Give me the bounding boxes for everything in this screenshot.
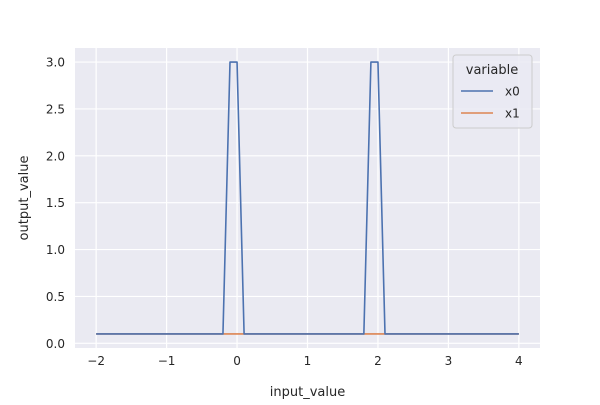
x-tick-label: −2: [87, 354, 105, 368]
legend-label-x0: x0: [505, 85, 520, 99]
legend-label-x1: x1: [505, 107, 520, 121]
x-tick-label: 1: [304, 354, 312, 368]
y-tick-label: 0.0: [46, 337, 65, 351]
x-tick-label: 2: [374, 354, 382, 368]
series-line-x0: [96, 61, 519, 335]
grid: [75, 48, 540, 348]
x-tick-label: −1: [158, 354, 176, 368]
y-tick-label: 3.0: [46, 56, 65, 70]
legend-items: x0 x1: [461, 85, 520, 121]
y-axis-label: output_value: [17, 156, 32, 241]
y-tick-label: 1.0: [46, 243, 65, 257]
legend-title: variable: [466, 63, 518, 78]
y-tick-label: 2.0: [46, 149, 65, 163]
y-tick-label: 0.5: [46, 290, 65, 304]
legend: variable x0 x1: [452, 54, 533, 129]
tick-labels: −2 −1 0 1 2 3 4 0.0 0.5 1.0 1.5 2.0 2.5 3.0: [46, 56, 523, 368]
x-axis-label: input_value: [270, 385, 345, 400]
y-tick-label: 1.5: [46, 196, 65, 210]
y-tick-label: 2.5: [46, 102, 65, 116]
series-lines: [96, 61, 519, 335]
x-tick-label: 3: [445, 354, 453, 368]
x-tick-label: 0: [233, 354, 241, 368]
x-tick-label: 4: [515, 354, 523, 368]
